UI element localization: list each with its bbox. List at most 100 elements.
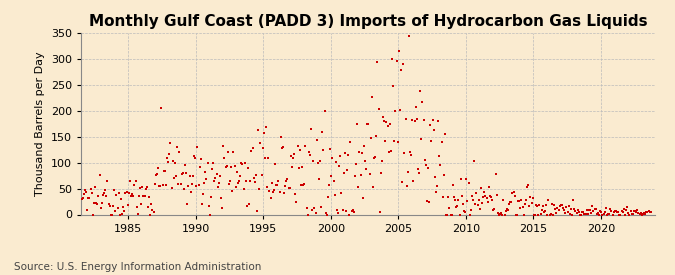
Point: [574, 212, 585, 217]
Point: [105, 212, 116, 217]
Point: [580, 212, 591, 216]
Point: [221, 163, 232, 168]
Point: [512, 212, 522, 217]
Point: [83, 196, 94, 200]
Point: [379, 119, 389, 123]
Point: [196, 202, 207, 206]
Point: [558, 206, 568, 210]
Point: [448, 183, 458, 187]
Point: [353, 185, 364, 189]
Point: [107, 204, 119, 208]
Point: [182, 202, 193, 206]
Point: [643, 209, 654, 213]
Point: [564, 212, 575, 216]
Point: [473, 198, 484, 202]
Point: [397, 180, 408, 185]
Point: [493, 212, 504, 217]
Point: [220, 165, 231, 169]
Point: [591, 212, 602, 217]
Point: [554, 208, 564, 213]
Point: [539, 210, 549, 214]
Point: [277, 146, 288, 150]
Point: [282, 177, 293, 181]
Point: [117, 205, 128, 210]
Point: [124, 190, 134, 195]
Point: [344, 212, 355, 217]
Point: [603, 212, 614, 216]
Point: [235, 174, 246, 178]
Point: [613, 210, 624, 214]
Point: [635, 210, 646, 215]
Point: [301, 205, 312, 210]
Point: [630, 209, 641, 214]
Point: [315, 159, 325, 164]
Point: [211, 171, 222, 176]
Point: [633, 210, 644, 215]
Y-axis label: Thousand Barrels per Day: Thousand Barrels per Day: [35, 51, 45, 196]
Point: [279, 184, 290, 188]
Point: [250, 173, 261, 178]
Point: [392, 139, 403, 144]
Point: [506, 199, 517, 204]
Point: [171, 174, 182, 178]
Point: [225, 164, 236, 169]
Point: [73, 202, 84, 207]
Point: [586, 210, 597, 215]
Point: [360, 159, 371, 163]
Point: [616, 208, 627, 213]
Point: [351, 161, 362, 166]
Point: [645, 210, 656, 214]
Point: [583, 208, 594, 212]
Point: [232, 180, 243, 185]
Point: [230, 185, 241, 190]
Point: [155, 184, 166, 188]
Point: [146, 202, 157, 206]
Point: [347, 208, 358, 212]
Point: [572, 208, 583, 212]
Point: [72, 202, 82, 206]
Point: [300, 144, 310, 148]
Point: [331, 207, 342, 212]
Point: [245, 178, 256, 183]
Point: [149, 182, 160, 186]
Point: [84, 196, 95, 200]
Point: [246, 149, 256, 153]
Point: [274, 190, 285, 194]
Point: [144, 194, 155, 199]
Point: [130, 179, 141, 183]
Point: [560, 211, 570, 215]
Point: [477, 201, 487, 205]
Point: [510, 212, 521, 217]
Point: [171, 144, 182, 149]
Point: [455, 177, 466, 181]
Point: [534, 203, 545, 207]
Point: [338, 170, 349, 175]
Point: [414, 170, 425, 175]
Point: [641, 210, 651, 214]
Point: [240, 179, 251, 183]
Point: [311, 138, 322, 142]
Point: [87, 212, 99, 217]
Point: [78, 192, 89, 196]
Point: [132, 212, 143, 216]
Point: [122, 203, 133, 207]
Point: [103, 202, 114, 207]
Point: [492, 211, 503, 215]
Point: [421, 162, 431, 167]
Point: [522, 185, 533, 189]
Point: [286, 165, 297, 170]
Point: [387, 83, 398, 88]
Point: [485, 195, 496, 199]
Point: [284, 186, 295, 190]
Point: [308, 159, 319, 163]
Point: [190, 156, 200, 160]
Point: [202, 161, 213, 166]
Point: [331, 160, 341, 164]
Point: [518, 212, 529, 217]
Point: [210, 176, 221, 180]
Point: [601, 212, 612, 217]
Point: [288, 156, 298, 160]
Point: [298, 183, 308, 187]
Point: [516, 198, 526, 202]
Point: [495, 210, 506, 215]
